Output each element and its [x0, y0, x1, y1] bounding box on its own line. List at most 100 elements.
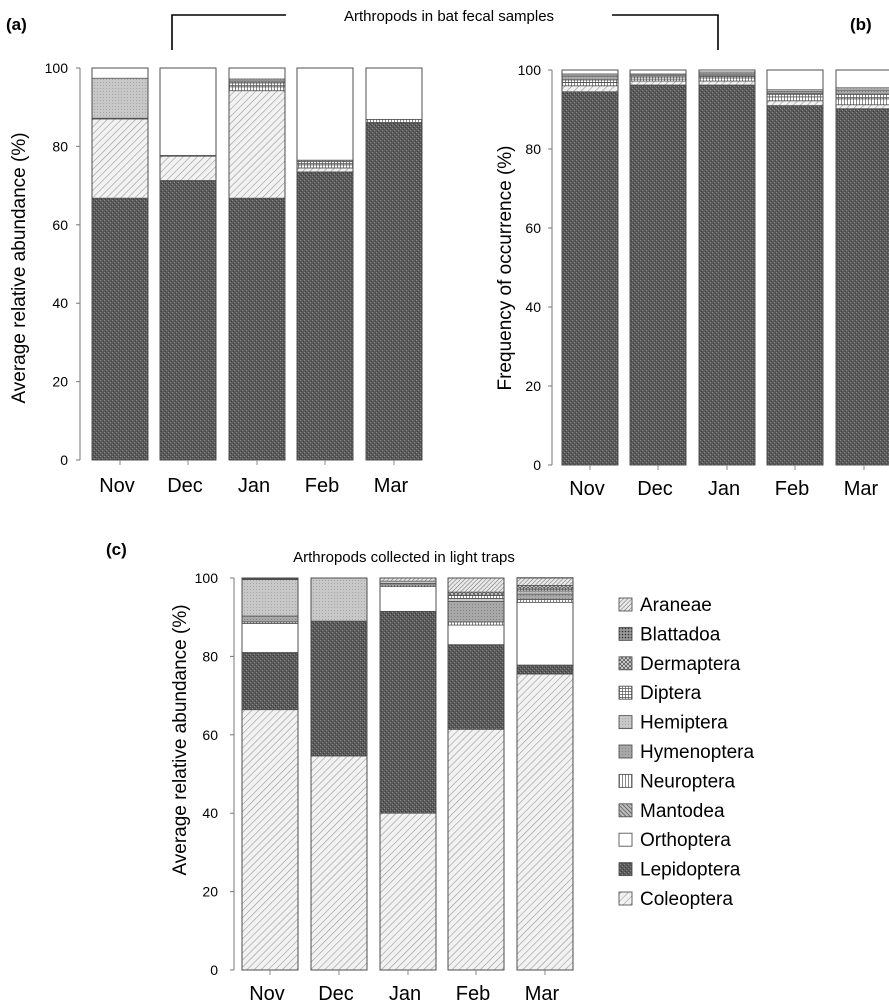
y-tick-label-a: 40 [52, 295, 68, 311]
y-tick-label-a: 80 [52, 138, 68, 154]
bar-segment-c-jan-araneae [379, 577, 437, 582]
legend-swatch-diptera [618, 685, 633, 700]
bar-segment-c-feb-hymenoptera [447, 601, 505, 623]
bar-segment-c-jan-coleoptera [379, 812, 437, 971]
panel-label-c: (c) [106, 540, 127, 559]
y-tick-label-b: 100 [518, 62, 542, 78]
bar-segment-c-mar-orthoptera [516, 601, 574, 666]
bar-segment-c-mar-lepidoptera [516, 664, 574, 675]
bar-segment-a-dec-coleoptera [159, 155, 217, 181]
bar-segment-b-nov-hymenoptera [561, 75, 619, 81]
bar-segment-b-dec-coleoptera [629, 80, 687, 86]
category-label-c-feb: Feb [456, 983, 490, 1005]
category-label-c-nov: Nov [249, 983, 285, 1005]
legend-label-lepidoptera: Lepidoptera [640, 860, 741, 881]
category-label-a-nov: Nov [99, 475, 135, 497]
ylabel-a: Average relative abundance (%) [9, 132, 30, 403]
legend-label-neuroptera: Neuroptera [640, 771, 735, 792]
bar-segment-c-feb-orthoptera [447, 624, 505, 645]
legend-swatch-lepidoptera [618, 862, 633, 877]
legend-swatch-blattadoa [618, 626, 633, 641]
bar-segment-b-nov-orthoptera [561, 69, 619, 75]
bar-segment-c-mar-dermaptera [516, 585, 574, 589]
legend-swatch-hemiptera [618, 715, 633, 730]
ylabel-b: Frequency of occurrence (%) [495, 146, 516, 391]
y-tick-label-a: 100 [45, 60, 69, 76]
y-tick-label-b: 60 [525, 220, 541, 236]
bar-segment-a-nov-lepidoptera [91, 197, 149, 461]
y-tick-label-b: 40 [525, 299, 541, 315]
bar-segment-c-mar-neuroptera [516, 599, 574, 603]
category-label-b-feb: Feb [775, 478, 809, 500]
bar-segment-c-jan-hemiptera [379, 580, 437, 584]
legend-label-diptera: Diptera [640, 683, 702, 704]
bottom-heading: Arthropods collected in light traps [293, 549, 515, 566]
top-heading: Arthropods in bat fecal samples [344, 8, 554, 25]
bar-segment-b-dec-orthoptera [629, 69, 687, 75]
y-tick-label-c: 80 [202, 648, 218, 664]
category-label-c-mar: Mar [525, 983, 560, 1005]
legend-label-hymenoptera: Hymenoptera [640, 742, 754, 763]
bar-segment-a-jan-lepidoptera [228, 197, 286, 461]
bar-segment-c-feb-hemiptera [447, 598, 505, 602]
bar-segment-a-feb-coleoptera [296, 167, 354, 173]
bar-segment-a-mar-neuroptera [365, 119, 423, 123]
bar-segment-c-nov-lepidoptera [241, 652, 299, 711]
bar-segment-b-nov-diptera [561, 79, 619, 83]
bar-segment-b-mar-diptera [835, 93, 889, 100]
bar-segment-a-jan-orthoptera [228, 67, 286, 80]
bar-segment-c-feb-dermaptera [447, 591, 505, 596]
bar-segment-c-nov-orthoptera [241, 623, 299, 653]
bar-segment-a-mar-lepidoptera [365, 122, 423, 461]
legend-label-orthoptera: Orthoptera [640, 830, 731, 851]
y-tick-label-b: 0 [533, 457, 541, 473]
legend-swatch-araneae [618, 597, 633, 612]
bar-segment-a-jan-neuroptera [228, 86, 286, 92]
bar-segment-a-feb-diptera [296, 161, 354, 166]
bar-segment-b-feb-orthoptera [766, 69, 824, 91]
category-label-c-dec: Dec [318, 983, 354, 1005]
bar-segment-a-feb-orthoptera [296, 67, 354, 161]
legend-label-mantodea: Mantodea [640, 801, 725, 822]
legend-swatch-coleoptera [618, 891, 633, 906]
bar-segment-c-mar-araneae [516, 577, 574, 586]
bar-segment-b-mar-hymenoptera [835, 89, 889, 95]
legend-swatch-neuroptera [618, 773, 633, 788]
bar-segment-c-mar-hemiptera [516, 590, 574, 595]
bar-segment-a-jan-diptera [228, 82, 286, 88]
y-tick-label-a: 0 [60, 452, 68, 468]
legend-label-blattadoa: Blattadoa [640, 624, 721, 645]
category-label-a-feb: Feb [305, 475, 339, 497]
panel-label-b: (b) [850, 15, 872, 34]
y-tick-label-b: 80 [525, 141, 541, 157]
category-label-a-dec: Dec [167, 475, 203, 497]
bar-segment-c-jan-orthoptera [379, 586, 437, 612]
bar-segment-a-dec-orthoptera [159, 67, 217, 156]
legend-swatch-hymenoptera [618, 744, 633, 759]
legend-label-hemiptera: Hemiptera [640, 713, 728, 734]
bar-segment-c-dec-lepidoptera [310, 620, 368, 757]
ylabel-c: Average relative abundance (%) [170, 604, 191, 875]
bar-segment-a-nov-orthoptera [91, 67, 149, 79]
bar-segment-b-mar-orthoptera [835, 69, 889, 89]
category-label-c-jan: Jan [389, 983, 421, 1005]
bar-segment-b-jan-lepidoptera [698, 84, 756, 466]
legend-label-araneae: Araneae [640, 595, 712, 616]
bar-segment-c-feb-coleoptera [447, 728, 505, 971]
bar-segment-b-mar-lepidoptera [835, 108, 889, 466]
chart-panel-b: 0 20 40 60 80 100 Nov Dec Jan Feb Mar [518, 62, 889, 500]
bar-segment-c-mar-diptera [516, 587, 574, 592]
legend-swatch-mantodea [618, 803, 633, 818]
bar-segment-b-jan-coleoptera [698, 80, 756, 86]
category-label-b-nov: Nov [569, 478, 605, 500]
bar-segment-b-nov-neuroptera [561, 82, 619, 87]
legend-swatch-orthoptera [618, 832, 633, 847]
bar-segment-c-feb-diptera [447, 594, 505, 599]
bar-segment-b-mar-neuroptera [835, 98, 889, 106]
bar-segment-b-feb-coleoptera [766, 100, 824, 106]
bar-segment-c-dec-coleoptera [310, 755, 368, 971]
legend-label-coleoptera: Coleoptera [640, 889, 733, 910]
category-label-b-mar: Mar [844, 478, 879, 500]
bar-segment-b-feb-diptera [766, 93, 824, 98]
